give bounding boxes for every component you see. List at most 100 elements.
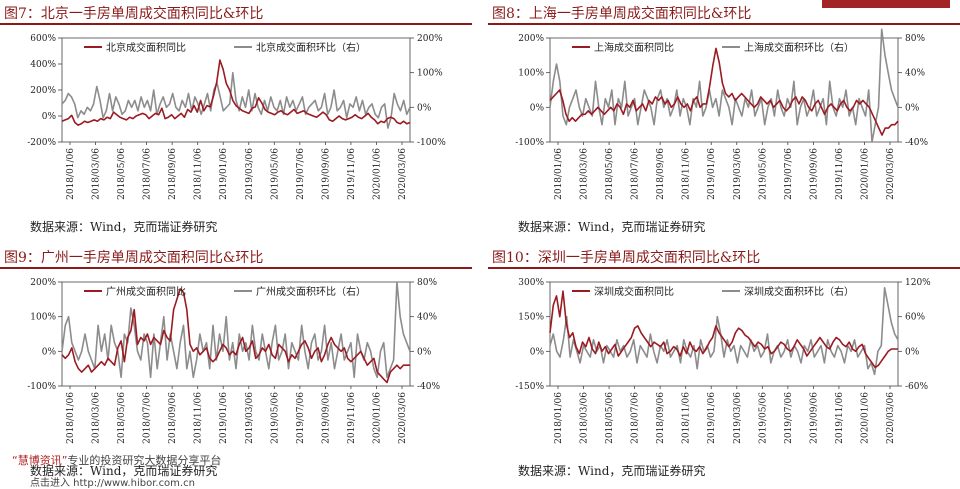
legend-label-yoy: 广州成交面积同比 bbox=[106, 285, 186, 298]
legend-label-mom: 北京成交面积环比（右） bbox=[256, 41, 366, 54]
x-tick-label: 2019/09/06 bbox=[321, 392, 331, 444]
x-tick-label: 2020/01/06 bbox=[372, 148, 382, 200]
x-tick-label: 2018/03/06 bbox=[580, 148, 590, 200]
right-tick-label: -40% bbox=[417, 382, 440, 392]
right-tick-label: 40% bbox=[905, 69, 925, 79]
chart-title: 图10：深圳一手房单周成交面积同比&环比 bbox=[492, 250, 761, 266]
left-tick-label: 600% bbox=[30, 34, 56, 44]
x-tick-label: 2019/03/06 bbox=[245, 392, 255, 444]
series-line-yoy bbox=[61, 59, 411, 126]
left-tick-label: 400% bbox=[30, 60, 56, 70]
chart-plot: 200% 100% 0% -100% 80% 40% 0% -40% 2018/01/06 201… bbox=[515, 28, 928, 200]
x-tick-label: 2019/07/06 bbox=[784, 392, 794, 444]
x-tick-label: 2019/11/06 bbox=[835, 148, 845, 200]
x-tick-label: 2020/03/06 bbox=[398, 148, 408, 200]
legend-label-yoy: 上海成交面积同比 bbox=[594, 41, 674, 54]
x-tick-label: 2018/05/06 bbox=[605, 392, 615, 444]
right-tick-label: -100% bbox=[417, 138, 446, 148]
x-tick-label: 2019/11/06 bbox=[347, 392, 357, 444]
x-tick-label: 2019/09/06 bbox=[809, 392, 819, 444]
title-rule bbox=[0, 23, 472, 25]
x-tick-label: 2019/01/06 bbox=[219, 148, 229, 200]
chart-source: 数据来源：Wind，克而瑞证券研究 bbox=[30, 220, 218, 234]
x-tick-label: 2018/05/06 bbox=[117, 148, 127, 200]
right-tick-label: 0% bbox=[417, 347, 432, 357]
series-line-mom bbox=[549, 28, 899, 143]
x-tick-label: 2018/09/06 bbox=[656, 148, 666, 200]
right-tick-label: 0% bbox=[905, 347, 920, 357]
x-tick-label: 2019/03/06 bbox=[245, 148, 255, 200]
left-tick-label: 200% bbox=[518, 34, 544, 44]
watermark-line1: “慧博资讯”专业的投资研究大数据分享平台 bbox=[12, 452, 221, 468]
left-tick-label: 300% bbox=[518, 278, 544, 288]
chart-panel-guangzhou: 图9：广州一手房单周成交面积同比&环比 200% 100% 0% -100% 80% 40… bbox=[0, 244, 472, 484]
x-tick-label: 2018/09/06 bbox=[168, 148, 178, 200]
x-tick-label: 2020/01/06 bbox=[860, 148, 870, 200]
x-tick-label: 2019/03/06 bbox=[733, 148, 743, 200]
left-tick-label: 200% bbox=[30, 278, 56, 288]
chart-plot: 600% 400% 200% 0% -200% 200% 100% 0% -100% 2018/0… bbox=[27, 34, 446, 200]
chart-title: 图9：广州一手房单周成交面积同比&环比 bbox=[4, 250, 264, 266]
right-tick-label: 0% bbox=[417, 103, 432, 113]
x-tick-label: 2018/03/06 bbox=[92, 392, 102, 444]
plot-frame bbox=[61, 281, 411, 387]
series-line-mom bbox=[61, 281, 411, 379]
x-tick-label: 2020/03/06 bbox=[886, 148, 896, 200]
x-tick-label: 2018/07/06 bbox=[143, 148, 153, 200]
left-tick-label: 200% bbox=[30, 86, 56, 96]
right-tick-label: 80% bbox=[905, 34, 925, 44]
watermark-link[interactable]: 点击进入 http://www.hibor.com.cn bbox=[30, 478, 195, 489]
title-rule bbox=[0, 267, 472, 269]
series-line-yoy bbox=[61, 288, 410, 384]
x-tick-label: 2019/07/06 bbox=[296, 392, 306, 444]
plot-frame bbox=[549, 37, 899, 143]
x-tick-label: 2020/01/06 bbox=[860, 392, 870, 444]
chart-plot: 200% 100% 0% -100% 80% 40% 0% -40% 2018/01/06 201… bbox=[27, 278, 440, 444]
x-tick-label: 2018/01/06 bbox=[554, 392, 564, 444]
series-line-mom bbox=[549, 287, 899, 376]
x-tick-label: 2019/11/06 bbox=[835, 392, 845, 444]
title-rule bbox=[488, 267, 960, 269]
series-line-yoy bbox=[549, 47, 899, 136]
left-tick-label: -100% bbox=[515, 138, 544, 148]
x-tick-label: 2019/01/06 bbox=[707, 148, 717, 200]
chart-source: 数据来源：Wind，克而瑞证券研究 bbox=[30, 464, 218, 478]
x-tick-label: 2018/09/06 bbox=[168, 392, 178, 444]
x-tick-label: 2018/03/06 bbox=[580, 392, 590, 444]
left-tick-label: 100% bbox=[30, 313, 56, 323]
x-tick-label: 2019/05/06 bbox=[270, 392, 280, 444]
left-tick-label: -150% bbox=[515, 382, 544, 392]
left-tick-label: 150% bbox=[518, 313, 544, 323]
left-tick-label: 0% bbox=[530, 347, 545, 357]
chart-plot: 300% 150% 0% -150% 120% 60% 0% -60% 2018/01/06 20… bbox=[515, 278, 931, 444]
x-tick-label: 2019/11/06 bbox=[347, 148, 357, 200]
x-tick-label: 2018/11/06 bbox=[194, 148, 204, 200]
x-tick-label: 2019/01/06 bbox=[219, 392, 229, 444]
x-tick-label: 2019/05/06 bbox=[758, 392, 768, 444]
x-tick-label: 2018/01/06 bbox=[66, 148, 76, 200]
x-tick-label: 2018/05/06 bbox=[117, 392, 127, 444]
x-tick-label: 2018/07/06 bbox=[631, 148, 641, 200]
header-accent-bar bbox=[822, 0, 950, 8]
legend-label-yoy: 北京成交面积同比 bbox=[106, 41, 186, 54]
x-tick-label: 2019/05/06 bbox=[270, 148, 280, 200]
left-tick-label: 0% bbox=[530, 103, 545, 113]
left-tick-label: 100% bbox=[518, 69, 544, 79]
right-tick-label: 40% bbox=[417, 313, 437, 323]
x-tick-label: 2020/03/06 bbox=[398, 392, 408, 444]
legend-label-mom: 上海成交面积环比（右） bbox=[744, 41, 854, 54]
left-tick-label: -200% bbox=[27, 138, 56, 148]
x-tick-label: 2019/03/06 bbox=[733, 392, 743, 444]
x-tick-label: 2019/05/06 bbox=[758, 148, 768, 200]
left-tick-label: 0% bbox=[42, 347, 57, 357]
chart-panel-beijing: 图7：北京一手房单周成交面积同比&环比 600% 400% 200% 0% -200% 2… bbox=[0, 0, 472, 240]
chart-title: 图8：上海一手房单周成交面积同比&环比 bbox=[492, 6, 752, 22]
legend-label-mom: 深圳成交面积环比（右） bbox=[744, 285, 854, 298]
series-line-mom bbox=[61, 71, 411, 129]
right-tick-label: 0% bbox=[905, 103, 920, 113]
x-tick-label: 2019/07/06 bbox=[296, 148, 306, 200]
right-tick-label: 60% bbox=[905, 313, 925, 323]
title-rule bbox=[488, 23, 960, 25]
right-tick-label: 100% bbox=[417, 69, 443, 79]
legend-label-yoy: 深圳成交面积同比 bbox=[594, 285, 674, 298]
